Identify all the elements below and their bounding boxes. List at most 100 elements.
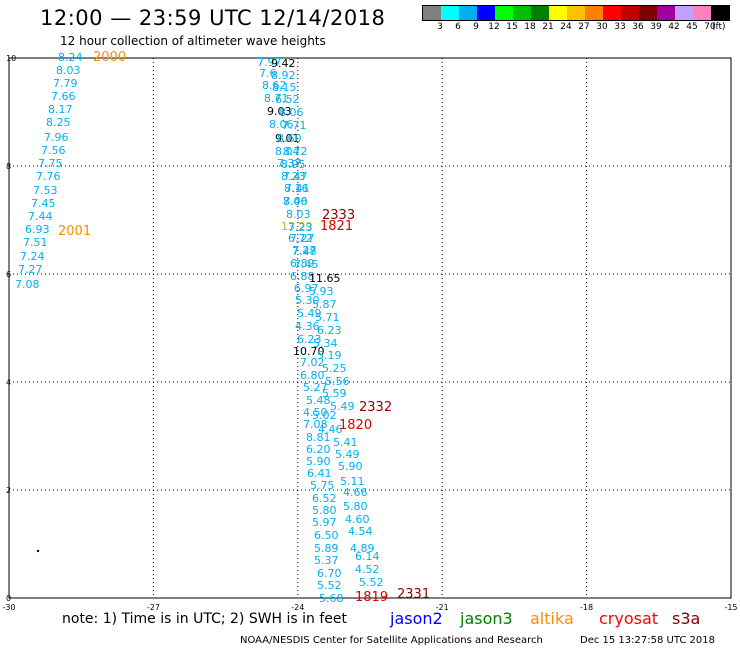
wave-height-label: 7.23 — [288, 221, 313, 234]
plot-frame — [8, 57, 732, 599]
colorbar-label: 9 — [473, 22, 479, 32]
wave-height-label: 5.68 — [319, 592, 344, 605]
pass-time-label: 2333 — [322, 208, 355, 223]
wave-height-label: 8.06 — [269, 118, 294, 131]
credit-text: NOAA/NESDIS Center for Satellite Applica… — [240, 635, 543, 646]
colorbar-unit: (ft) — [712, 22, 726, 32]
colorbar-label: 45 — [686, 22, 698, 32]
wave-height-label: 4.89 — [350, 542, 375, 555]
wave-height-label: 13.29 — [281, 220, 313, 233]
wave-height-label: 7.27 — [18, 263, 43, 276]
wave-height-label: 5.75 — [310, 479, 335, 492]
wave-height-label: 9.01 — [275, 132, 300, 145]
wave-height-label: 5.89 — [314, 542, 339, 555]
wave-height-label: 4.54 — [348, 525, 373, 538]
wave-height-label: 7.37 — [277, 157, 302, 170]
colorbar-label: 3 — [437, 22, 443, 32]
wave-height-label: 5.97 — [312, 516, 337, 529]
wave-height-label: 7.02 — [300, 356, 325, 369]
wave-height-label: 5.27 — [303, 381, 328, 394]
pass-time-label: 1819 — [355, 590, 388, 605]
colorbar-swatch — [585, 6, 603, 20]
wave-height-label: 7.40 — [283, 195, 308, 208]
wave-height-label: 8.03 — [286, 208, 311, 221]
wave-height-label: 8.06 — [283, 195, 308, 208]
footer-note: note: 1) Time is in UTC; 2) SWH is in fe… — [62, 611, 348, 627]
colorbar-swatch — [657, 6, 675, 20]
wave-height-label: 7.41 — [285, 182, 310, 195]
colorbar-label: 33 — [614, 22, 626, 32]
wave-height-label: 6.70 — [317, 567, 342, 580]
colorbar-swatch — [549, 6, 567, 20]
wave-height-label: 6.80 — [300, 369, 325, 382]
wave-height-label: 4.60 — [345, 513, 370, 526]
wave-height-label: 8.92 — [271, 69, 296, 82]
wave-height-label: 8.15 — [272, 81, 297, 94]
colorbar-swatch — [603, 6, 621, 20]
wave-height-label: 7.08 — [15, 278, 40, 291]
colorbar-swatch — [513, 6, 531, 20]
wave-height-label: 5.19 — [317, 349, 342, 362]
wave-height-label: 7.24 — [20, 250, 45, 263]
wave-height-label: 5.90 — [338, 460, 363, 473]
colorbar-label: 6 — [455, 22, 461, 32]
wave-height-label: 9.03 — [267, 105, 292, 118]
wave-height-label: 7.44 — [28, 210, 53, 223]
satellite-legend-item: s3a — [672, 609, 701, 628]
colorbar-label: 42 — [668, 22, 680, 32]
colorbar-swatch — [675, 6, 693, 20]
wave-height-label: 7.47 — [283, 170, 308, 183]
y-tick-label: 8 — [6, 162, 11, 171]
wave-height-label: 7.71 — [282, 119, 307, 132]
wave-height-label: 8.06 — [279, 106, 304, 119]
colorbar-swatch — [639, 6, 657, 20]
map-title: 12:00 — 23:59 UTC 12/14/2018 — [40, 6, 386, 30]
wave-height-label: 5.02 — [312, 409, 337, 422]
wave-height-label: 5.90 — [306, 455, 331, 468]
wave-height-label: 7.08 — [303, 418, 328, 431]
wave-height-label: 8.24 — [58, 51, 83, 64]
wave-height-label: 7.79 — [53, 77, 78, 90]
pass-time-label: 2000 — [93, 50, 126, 65]
wave-height-label: 8.25 — [46, 116, 71, 129]
wave-height-label: 5.52 — [359, 576, 384, 589]
wave-height-label: 4.46 — [318, 423, 343, 436]
wave-height-label: 7.66 — [51, 90, 76, 103]
satellite-legend-item: jason3 — [460, 609, 513, 628]
wave-height-label: 8.62 — [262, 79, 287, 92]
wave-height-label: 7.75 — [38, 157, 63, 170]
wave-height-label: 10.70 — [293, 345, 325, 358]
wave-height-label: 5.11 — [340, 475, 365, 488]
wave-height-label: 8.95 — [281, 158, 306, 171]
data-dot — [36, 549, 40, 553]
wave-height-label: 7.48 — [292, 245, 317, 258]
y-tick-label: 6 — [6, 270, 11, 279]
wave-height-label: 7.76 — [36, 170, 61, 183]
colorbar-label: 36 — [632, 22, 644, 32]
colorbar-label: 30 — [596, 22, 608, 32]
wave-height-label: 8.72 — [283, 145, 308, 158]
wave-height-label: 4.50 — [303, 406, 328, 419]
colorbar-swatch — [711, 6, 729, 20]
wave-height-label: 5.59 — [322, 387, 347, 400]
wave-height-label: 7.53 — [33, 184, 58, 197]
wave-height-label: 6.20 — [306, 443, 331, 456]
colorbar-label: 12 — [488, 22, 500, 32]
wave-height-label: 8.03 — [56, 64, 81, 77]
x-tick-label: -18 — [580, 603, 593, 612]
wave-height-label: 9.42 — [271, 57, 296, 70]
y-tick-label: 0 — [6, 594, 11, 603]
wave-height-label: 8.17 — [48, 103, 73, 116]
wave-height-label: 6.93 — [25, 223, 50, 236]
colorbar-swatch — [567, 6, 585, 20]
colorbar-swatch — [459, 6, 477, 20]
wave-height-label: 6.89 — [290, 257, 315, 270]
wave-height-label: 8.71 — [264, 92, 289, 105]
wave-height-label: 6.41 — [307, 467, 332, 480]
wave-height-label: 5.56 — [325, 375, 350, 388]
y-tick-label: 4 — [6, 378, 11, 387]
wave-height-label: 4.52 — [355, 563, 380, 576]
colorbar-swatch — [621, 6, 639, 20]
wave-height-label: 5.30 — [295, 294, 320, 307]
